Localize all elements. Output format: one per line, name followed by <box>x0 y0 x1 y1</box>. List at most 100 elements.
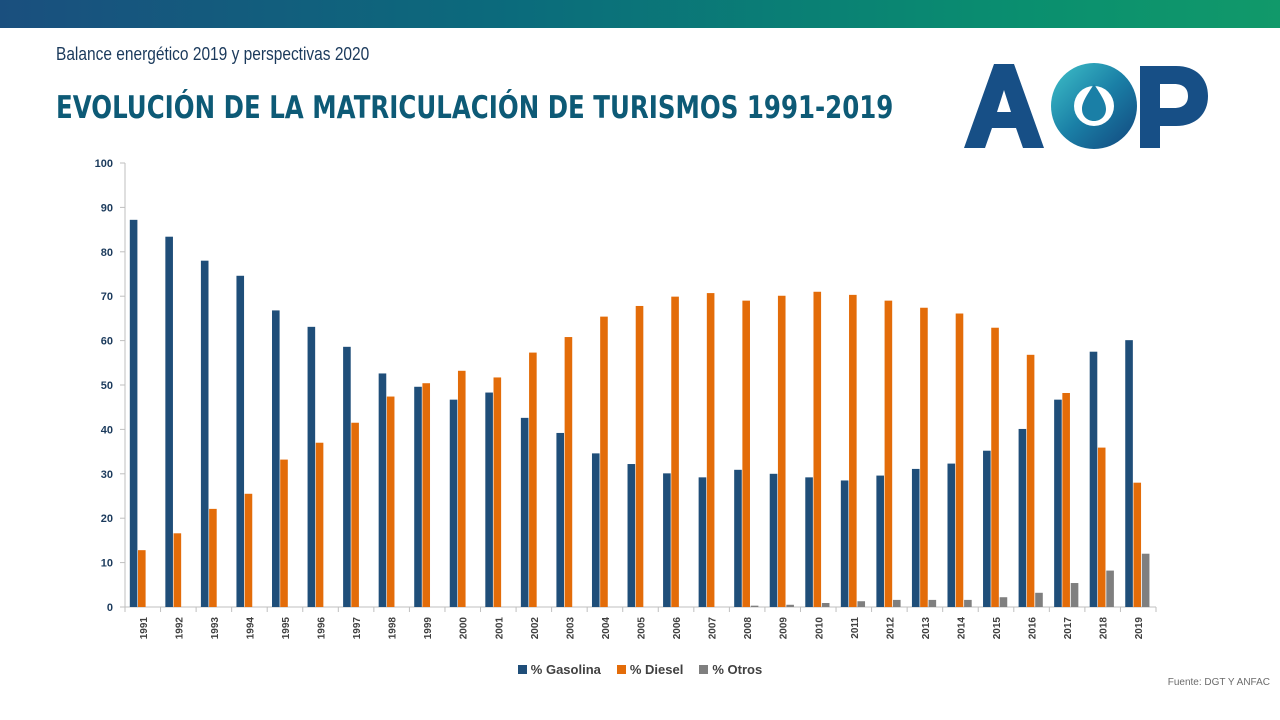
x-tick-label: 2009 <box>779 617 790 640</box>
bar <box>857 601 866 607</box>
bar <box>236 275 245 607</box>
bar <box>1133 482 1142 607</box>
bar <box>343 346 351 607</box>
bar <box>200 260 209 607</box>
bar <box>663 473 671 607</box>
y-tick-label: 70 <box>101 291 113 303</box>
y-tick-label: 60 <box>101 336 113 348</box>
bar <box>280 459 288 607</box>
x-tick-label: 1992 <box>174 617 185 640</box>
legend-label: % Gasolina <box>530 662 601 677</box>
x-tick-label: 2013 <box>921 617 932 640</box>
x-tick-label: 1998 <box>388 617 399 640</box>
y-tick-label: 10 <box>101 558 113 570</box>
bar <box>884 300 893 607</box>
bar <box>1018 428 1027 607</box>
x-tick-label: 1994 <box>245 617 256 640</box>
bar <box>129 219 138 607</box>
y-tick-label: 20 <box>101 513 113 525</box>
bar <box>671 296 679 607</box>
bar <box>821 603 830 607</box>
x-tick-label: 2007 <box>708 617 719 640</box>
y-tick-label: 30 <box>101 469 113 481</box>
y-tick-label: 40 <box>101 424 113 436</box>
x-tick-label: 2018 <box>1099 617 1110 640</box>
legend-label: % Otros <box>712 662 763 677</box>
x-tick-label: 1997 <box>352 617 363 640</box>
bar <box>920 307 928 607</box>
y-tick-label: 50 <box>101 380 113 392</box>
bar <box>635 305 644 607</box>
bar <box>529 352 537 607</box>
bar <box>777 295 786 607</box>
bar <box>485 392 493 607</box>
bar <box>1062 392 1070 607</box>
bar <box>414 386 422 607</box>
bar <box>991 327 999 607</box>
y-tick-label: 90 <box>101 202 113 214</box>
bar <box>983 450 991 607</box>
bar <box>165 236 173 608</box>
bar <box>911 468 920 607</box>
x-tick-label: 1991 <box>139 617 150 640</box>
x-tick-label: 1995 <box>281 617 292 640</box>
bar <box>386 396 395 607</box>
bar <box>750 605 759 607</box>
x-tick-label: 1999 <box>423 617 434 640</box>
x-tick-label: 2002 <box>530 617 541 640</box>
bar <box>734 469 742 607</box>
bar <box>964 599 972 607</box>
x-tick-label: 1996 <box>317 617 328 640</box>
bar <box>173 533 182 607</box>
logo-letter-p <box>1140 66 1208 148</box>
bar <box>698 477 707 607</box>
bar <box>805 477 813 607</box>
bar <box>947 463 956 607</box>
bar <box>351 422 359 607</box>
bar <box>493 377 502 607</box>
bar <box>457 370 466 607</box>
bar <box>449 399 458 607</box>
x-tick-label: 2001 <box>494 617 505 640</box>
bar <box>244 493 253 607</box>
legend-item: % Diesel <box>616 662 683 677</box>
bar <box>955 313 964 607</box>
bar <box>1026 354 1035 607</box>
bar <box>840 480 849 607</box>
legend-item: % Otros <box>699 662 762 677</box>
bar <box>1035 592 1043 607</box>
x-tick-label: 2016 <box>1028 617 1039 640</box>
legend-swatch <box>616 665 626 674</box>
slide-title: EVOLUCIÓN DE LA MATRICULACIÓN DE TURISMO… <box>56 90 894 126</box>
x-tick-label: 2017 <box>1063 617 1074 640</box>
bar <box>378 373 387 607</box>
bar <box>209 508 217 607</box>
x-tick-label: 2000 <box>459 617 470 640</box>
bar <box>849 294 857 607</box>
bar <box>1125 340 1133 607</box>
bar <box>813 291 822 607</box>
x-tick-label: 2004 <box>601 617 612 640</box>
y-tick-label: 100 <box>95 158 113 170</box>
aop-logo <box>964 63 1208 149</box>
slide-subtitle: Balance energético 2019 y perspectivas 2… <box>56 44 370 64</box>
bar <box>786 604 794 607</box>
bar <box>627 464 636 607</box>
bar <box>999 597 1008 607</box>
bar <box>307 326 316 607</box>
bar <box>1089 351 1098 607</box>
x-tick-label: 2006 <box>672 617 683 640</box>
bar <box>742 300 750 607</box>
legend-item: % Gasolina <box>517 662 601 677</box>
logo-letter-a <box>964 64 1044 148</box>
series-otros <box>750 553 1150 607</box>
bar <box>1097 447 1106 607</box>
bar <box>600 316 608 607</box>
bar <box>928 599 937 607</box>
legend-swatch <box>517 665 527 674</box>
bar <box>876 475 884 607</box>
bar <box>556 432 565 607</box>
x-tick-label: 2003 <box>565 617 576 640</box>
bar <box>1054 399 1062 607</box>
